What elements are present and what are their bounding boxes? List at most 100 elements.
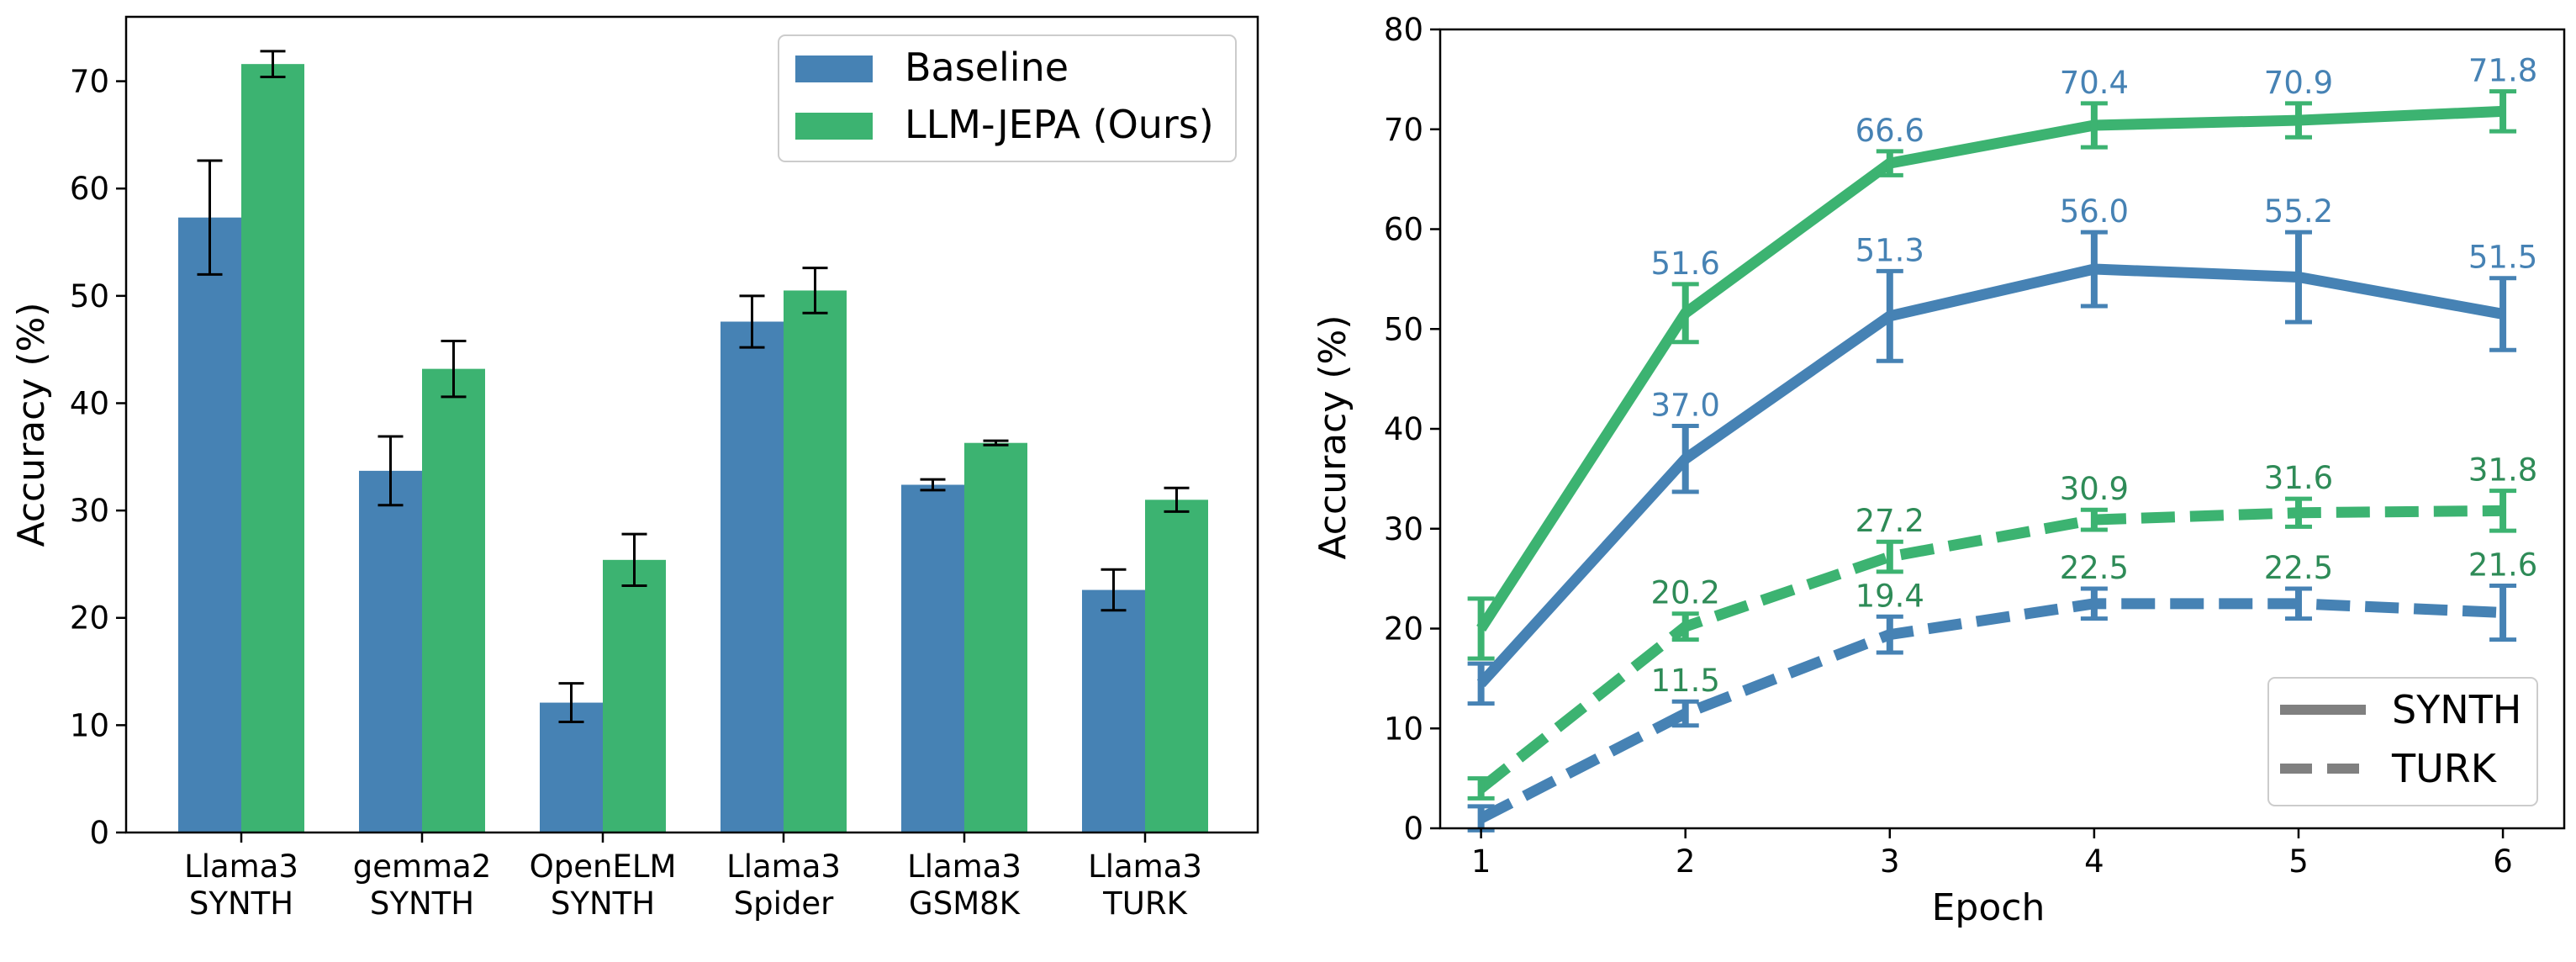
line-y-axis-ticks: 0 10 20 30 40 50 60 70 80: [1384, 12, 1440, 847]
legend-label-ours: LLM-JEPA (Ours): [905, 102, 1214, 147]
line-x-tick-label: 3: [1880, 843, 1900, 880]
line-error-bar: [1671, 282, 1699, 345]
line-error-bar: [2080, 507, 2108, 532]
line-series-marks: [1476, 105, 2505, 823]
line-x-axis-label: Epoch: [1932, 886, 2045, 929]
line-error-bar: [2284, 230, 2312, 325]
line-error-bar: [2080, 586, 2108, 621]
data-label: 21.6: [2468, 547, 2537, 583]
error-bar: [558, 682, 584, 724]
data-label: 55.2: [2264, 193, 2333, 230]
series-line-llm-jepa-turk: [1477, 505, 2504, 793]
line-y-tick-label: 30: [1384, 511, 1423, 547]
bar-x-tick-label: Llama3: [184, 848, 298, 885]
bar-y-tick-label: 10: [70, 707, 109, 743]
line-x-tick-label: 6: [2493, 843, 2513, 880]
bar-baseline: [540, 702, 603, 832]
data-label: 51.6: [1651, 246, 1720, 282]
bar-x-tick-label: SYNTH: [370, 885, 474, 922]
data-label: 11.5: [1651, 663, 1720, 699]
bar-x-tick-label: Llama3: [726, 848, 841, 885]
error-bar: [1101, 568, 1127, 612]
line-x-axis-ticks: 1 2 3 4 5 6: [1471, 828, 2513, 880]
line-y-tick-label: 40: [1384, 411, 1423, 447]
line-error-bar: [1467, 596, 1495, 661]
line-error-bar: [2489, 276, 2517, 352]
error-bar: [377, 435, 404, 507]
error-bar: [739, 294, 765, 349]
bar-baseline: [721, 321, 784, 832]
line-y-tick-label: 60: [1384, 212, 1423, 248]
line-y-tick-label: 50: [1384, 311, 1423, 347]
bar-y-tick-label: 0: [89, 815, 109, 851]
series-line-llm-jepa-synth: [1476, 105, 2504, 632]
line-error-bar: [1876, 149, 1903, 177]
data-label: 66.6: [1855, 113, 1924, 149]
data-label: 37.0: [1651, 387, 1720, 423]
bar-ours: [1145, 500, 1208, 832]
line-plot-frame: [1438, 28, 2566, 830]
line-y-tick-label: 70: [1384, 112, 1423, 148]
series-line-baseline-synth: [1476, 263, 2505, 688]
line-error-bar: [1876, 268, 1903, 363]
bar-x-tick-label: TURK: [1102, 885, 1188, 922]
legend-label-baseline: Baseline: [905, 45, 1069, 90]
error-bar: [197, 159, 223, 276]
data-label: 31.6: [2264, 460, 2333, 496]
line-error-bar: [2080, 230, 2108, 309]
bar-plot-frame: [124, 15, 1259, 834]
line-y-tick-label: 80: [1384, 12, 1423, 48]
legend-swatch-baseline: [795, 56, 873, 82]
data-label: 31.8: [2468, 452, 2537, 489]
line-y-tick-label: 10: [1384, 711, 1423, 747]
line-error-bar: [2284, 496, 2312, 529]
legend-label-turk: TURK: [2391, 746, 2498, 791]
bar-ours: [422, 368, 485, 832]
bar-legend-frame: [778, 34, 1237, 162]
bar-ours: [964, 442, 1027, 832]
line-error-bar: [2080, 101, 2108, 150]
line-error-bar: [1671, 423, 1699, 494]
line-y-tick-label: 20: [1384, 611, 1423, 648]
bar-y-axis-label: Accuracy (%): [10, 302, 53, 547]
legend-swatch-ours: [795, 113, 873, 140]
data-label: 22.5: [2060, 550, 2129, 586]
bar-ours: [784, 290, 847, 832]
error-bar: [260, 50, 286, 78]
data-label: 51.5: [2468, 240, 2537, 276]
error-bar: [983, 439, 1009, 447]
error-bar: [621, 532, 647, 587]
line-error-bar: [2284, 586, 2312, 621]
bar-x-tick-label: Llama3: [1088, 848, 1202, 885]
bar-x-tick-label: OpenELM: [530, 848, 677, 885]
error-bar: [802, 267, 828, 314]
line-legend: SYNTH TURK: [2267, 677, 2538, 806]
bar-y-tick-label: 70: [70, 64, 109, 100]
bar-x-tick-label: Llama3: [907, 848, 1021, 885]
data-label: 19.4: [1855, 578, 1924, 614]
data-label: 20.2: [1651, 575, 1720, 611]
line-data-labels: 51.6 66.6 70.4 70.9 71.8 37.0 51.3 56.0 55.2 51.5…: [1651, 53, 2538, 700]
data-label: 30.9: [2060, 471, 2129, 507]
bar-baseline: [178, 217, 241, 833]
bar-error-bars: [197, 50, 1190, 724]
line-y-axis-label: Accuracy (%): [1312, 314, 1354, 559]
line-error-bar: [1876, 539, 1903, 574]
line-x-tick-label: 1: [1471, 843, 1491, 880]
line-error-bar: [2284, 101, 2312, 140]
bar-baseline: [359, 470, 422, 832]
bar-y-tick-label: 40: [70, 385, 109, 421]
line-error-bar: [2489, 489, 2517, 533]
line-error-bar: [1467, 661, 1495, 706]
data-label: 70.9: [2264, 65, 2333, 101]
data-label: 27.2: [1855, 503, 1924, 539]
data-label: 51.3: [1855, 232, 1924, 268]
line-x-tick-label: 4: [2084, 843, 2104, 880]
line-error-bar: [1467, 776, 1495, 801]
bar-x-tick-label: SYNTH: [189, 885, 293, 922]
bar-series-marks: [178, 64, 1208, 833]
line-error-bar: [2489, 89, 2517, 134]
error-bar: [441, 339, 467, 399]
